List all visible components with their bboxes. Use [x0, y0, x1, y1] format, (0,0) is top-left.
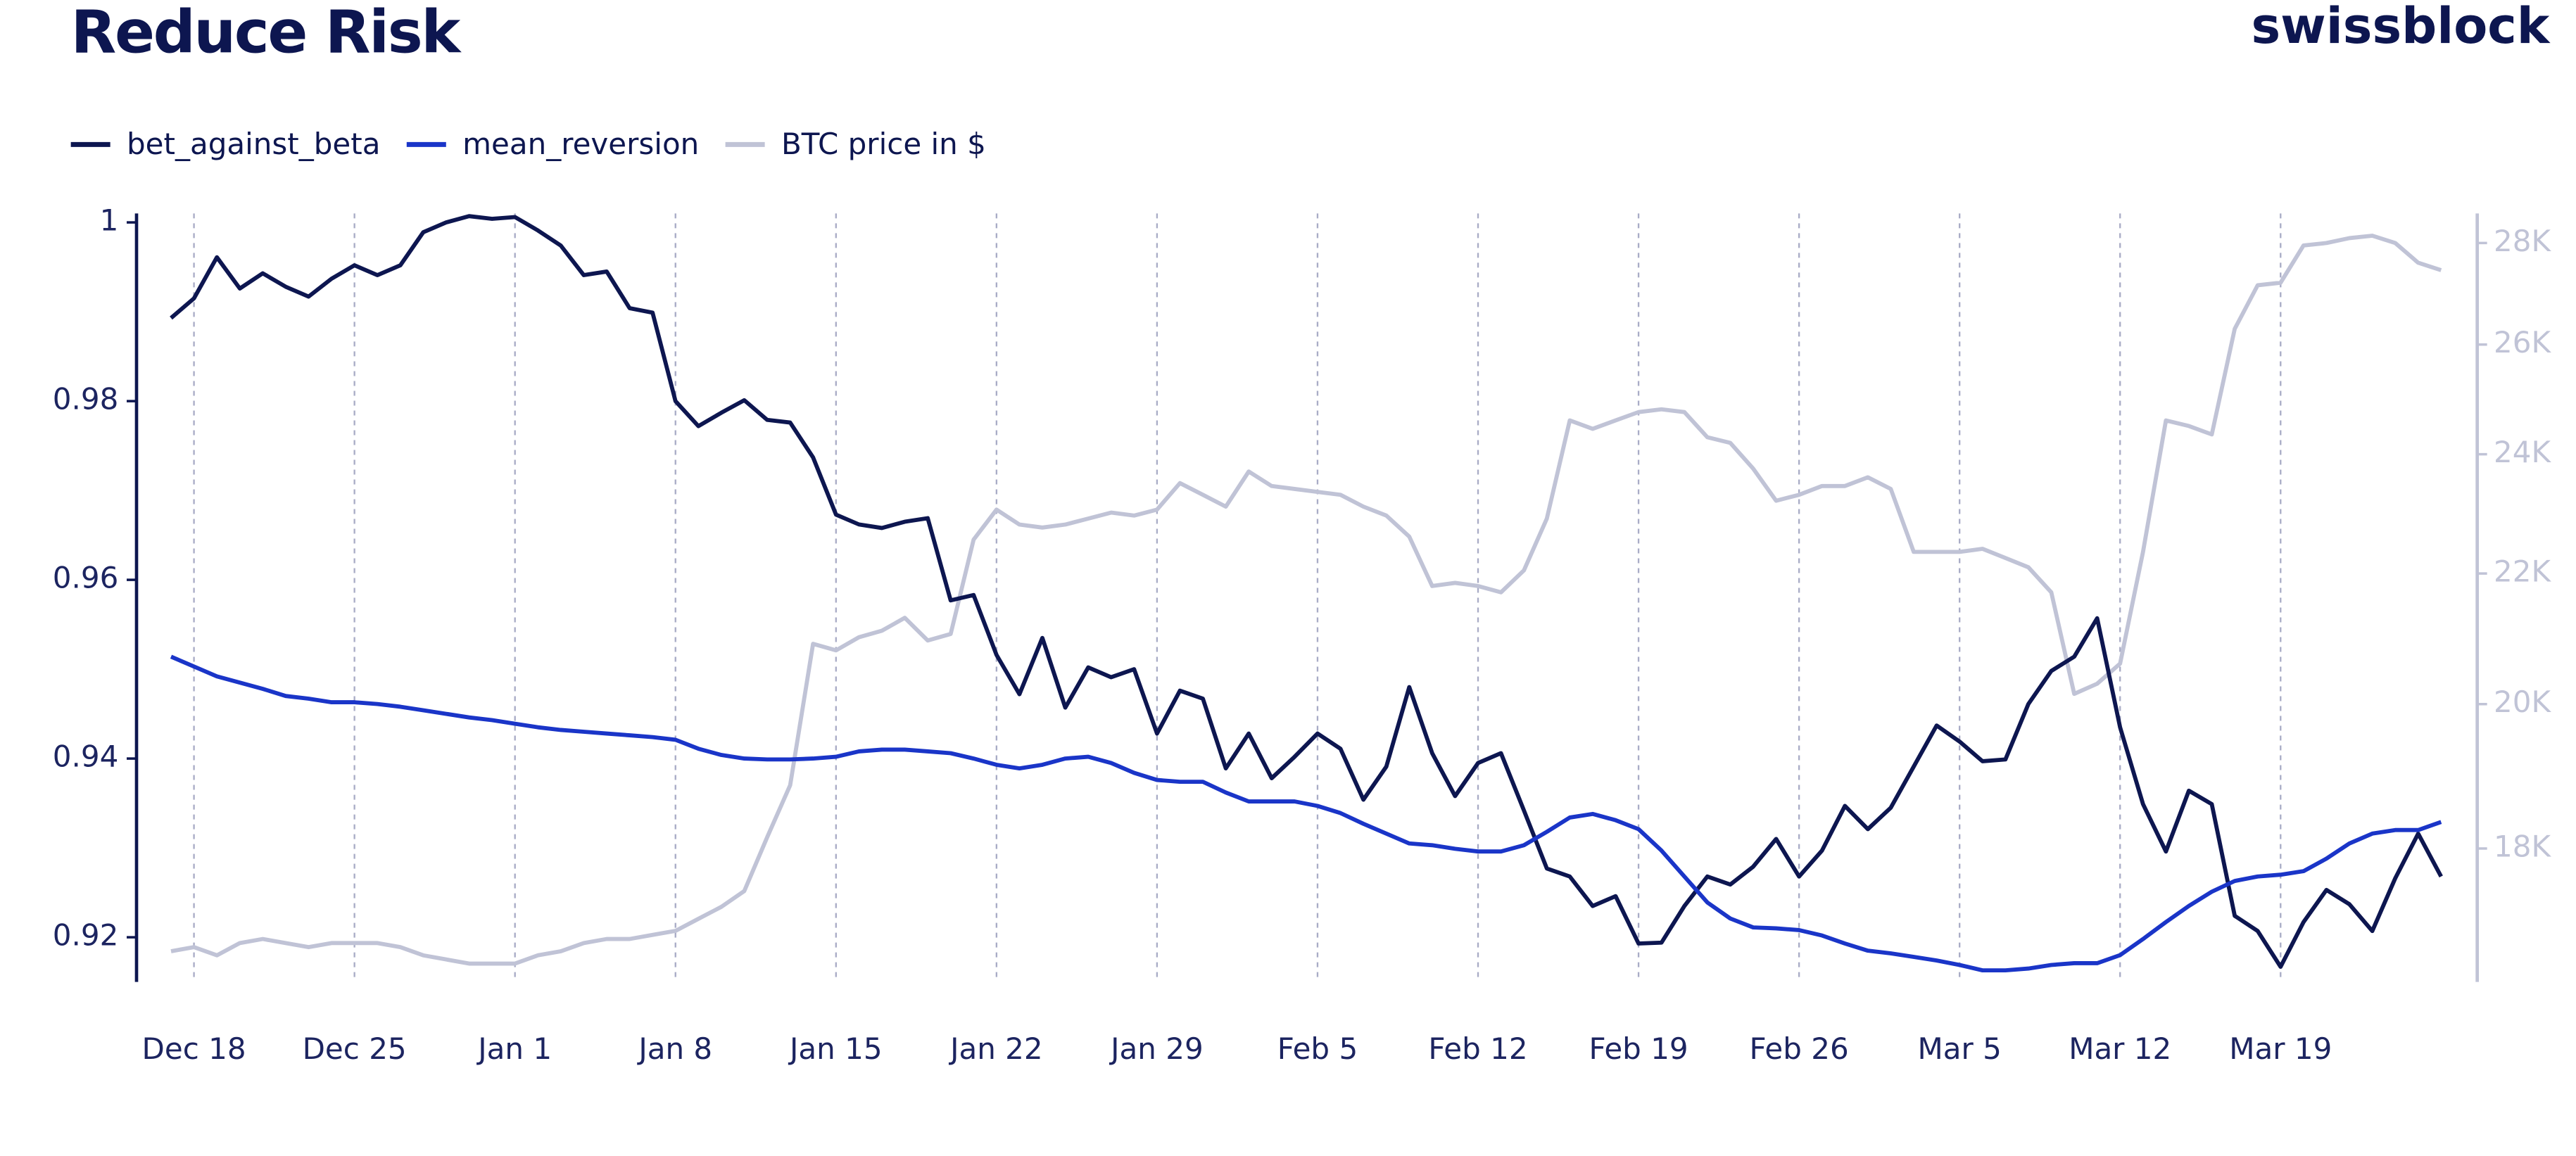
chart-title: Reduce Risk — [71, 0, 462, 66]
x-tick-label: Jan 8 — [636, 1031, 712, 1066]
series-line — [170, 654, 2442, 973]
y-tick-label: 0.92 — [53, 918, 119, 953]
brand-logo: swissblock — [2251, 0, 2550, 55]
x-tick-label: Dec 25 — [303, 1031, 407, 1066]
x-tick-label: Mar 5 — [1918, 1031, 2002, 1066]
x-tick-label: Jan 1 — [476, 1031, 552, 1066]
y2-tick-label: 26K — [2494, 325, 2551, 360]
x-tick-label: Feb 26 — [1750, 1031, 1849, 1066]
x-tick-label: Feb 19 — [1589, 1031, 1688, 1066]
legend-label: mean_reversion — [462, 127, 699, 161]
y-tick-label: 0.94 — [53, 739, 119, 774]
y2-tick-label: 24K — [2494, 435, 2551, 469]
x-tick-label: Mar 19 — [2229, 1031, 2332, 1066]
x-tick-label: Dec 18 — [142, 1031, 246, 1066]
x-tick-label: Jan 29 — [1109, 1031, 1204, 1066]
legend-label: bet_against_beta — [127, 127, 380, 161]
x-tick-label: Mar 12 — [2069, 1031, 2171, 1066]
series-line — [170, 234, 2442, 966]
y-tick-label: 0.96 — [53, 561, 119, 595]
y-tick-label: 0.98 — [53, 382, 119, 417]
y2-tick-label: 18K — [2494, 829, 2551, 863]
y2-tick-label: 20K — [2494, 685, 2551, 719]
series-line — [170, 214, 2443, 969]
legend-label: BTC price in $ — [781, 127, 986, 161]
x-tick-label: Feb 5 — [1277, 1031, 1358, 1066]
x-tick-label: Jan 22 — [948, 1031, 1043, 1066]
y2-tick-label: 28K — [2494, 224, 2551, 258]
y2-tick-label: 22K — [2494, 554, 2551, 589]
x-tick-label: Jan 15 — [788, 1031, 883, 1066]
x-tick-label: Feb 12 — [1428, 1031, 1527, 1066]
legend: bet_against_beta mean_reversion BTC price … — [70, 127, 986, 161]
y-tick-label: 1 — [100, 203, 119, 238]
